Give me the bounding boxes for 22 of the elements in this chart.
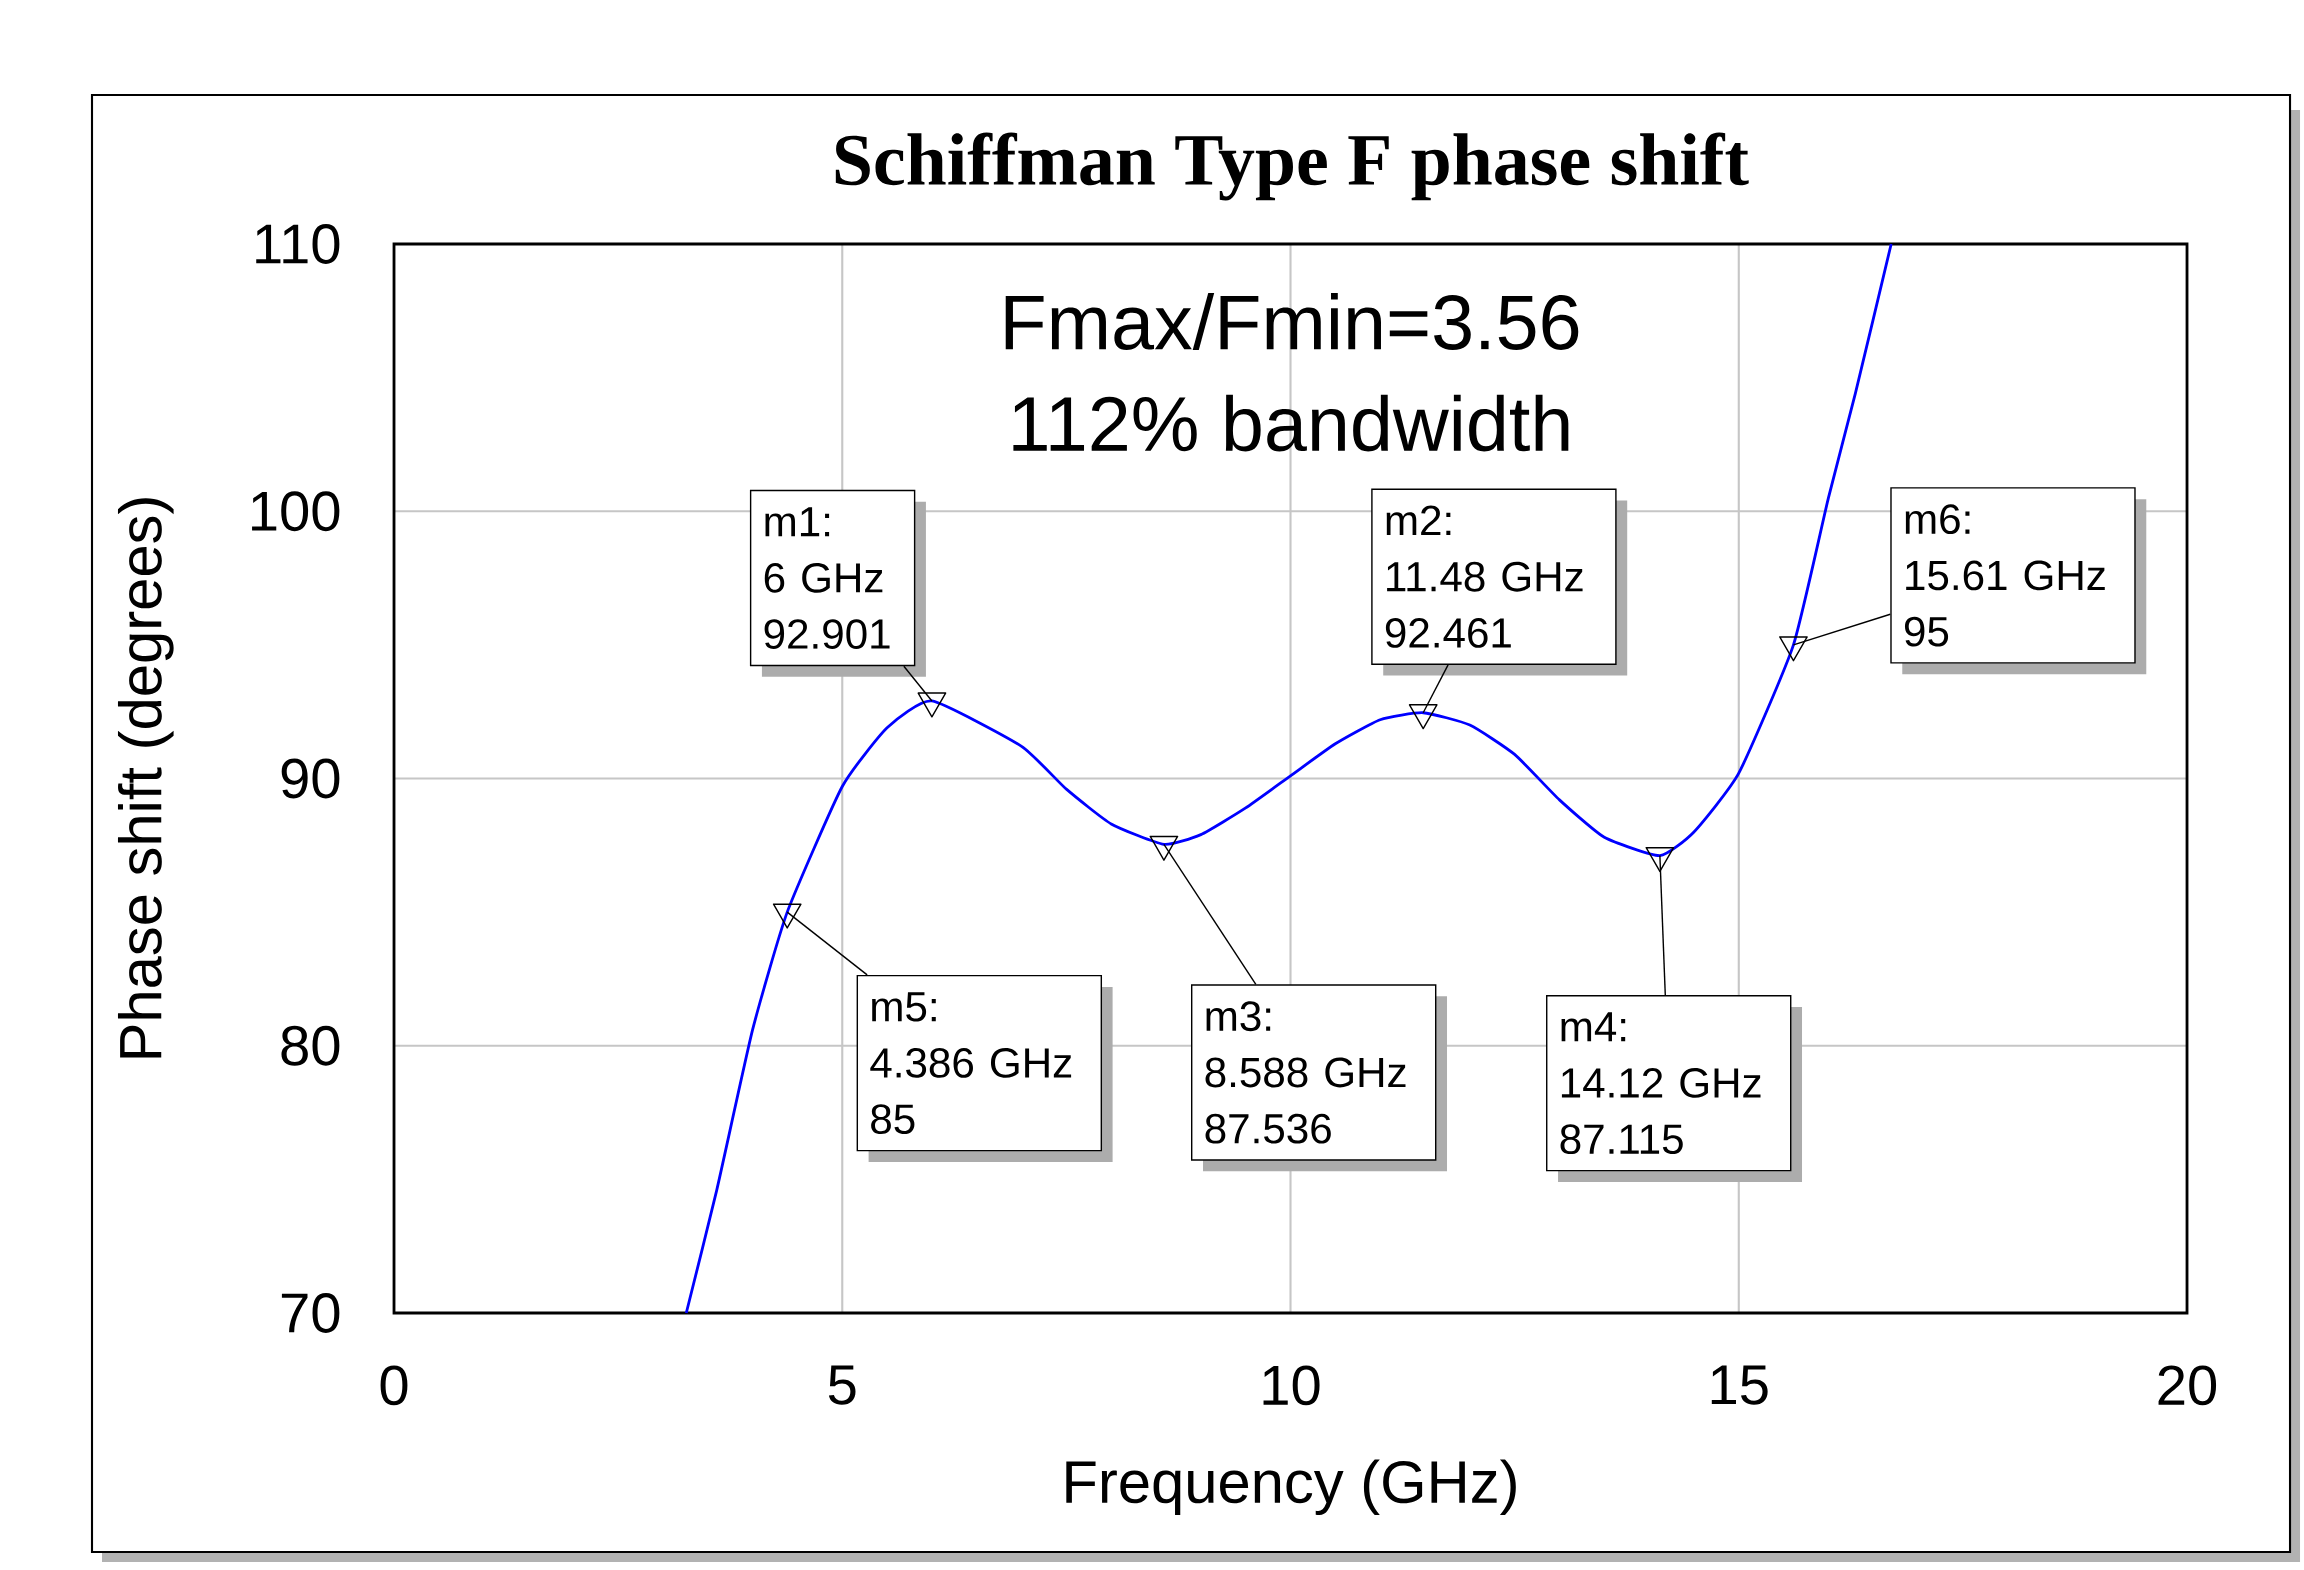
y-tick-label: 90 [281, 758, 340, 799]
chart-title: Schiffman Type F phase shift [835, 132, 1749, 201]
x-tick-label: 0 [380, 1365, 408, 1406]
annotation: m5: 4.386 GHz 85 [870, 992, 1072, 1135]
x-axis-title: Frequency (GHz) [1066, 1459, 1516, 1516]
x-tick-label: 5 [828, 1365, 856, 1405]
x-tick-label: 15 [1711, 1365, 1768, 1405]
annotation: m4: 14.12 GHz 87.115 [1560, 1012, 1761, 1155]
line-series [684, 242, 1893, 1315]
y-tick-label: 110 [256, 224, 340, 264]
y-tick-label: 100 [252, 491, 340, 532]
annotation: 112% bandwidth [1013, 394, 1569, 452]
y-tick-label: 70 [281, 1293, 340, 1333]
annotation: m1: 6 GHz 92.901 [764, 507, 890, 649]
annotation: m2: 11.48 GHz 92.461 [1385, 505, 1583, 648]
x-tick-label: 20 [2158, 1365, 2217, 1406]
annotation: Fmax/Fmin=3.56 [1005, 293, 1579, 350]
annotation: m3: 8.588 GHz 87.536 [1205, 1001, 1406, 1144]
annotation: m6: 15.61 GHz 95 [1904, 504, 2105, 647]
y-tick-label: 80 [281, 1025, 340, 1066]
y-axis-title: Phase shift (degrees) [117, 498, 174, 1058]
x-tick-label: 10 [1263, 1365, 1320, 1406]
